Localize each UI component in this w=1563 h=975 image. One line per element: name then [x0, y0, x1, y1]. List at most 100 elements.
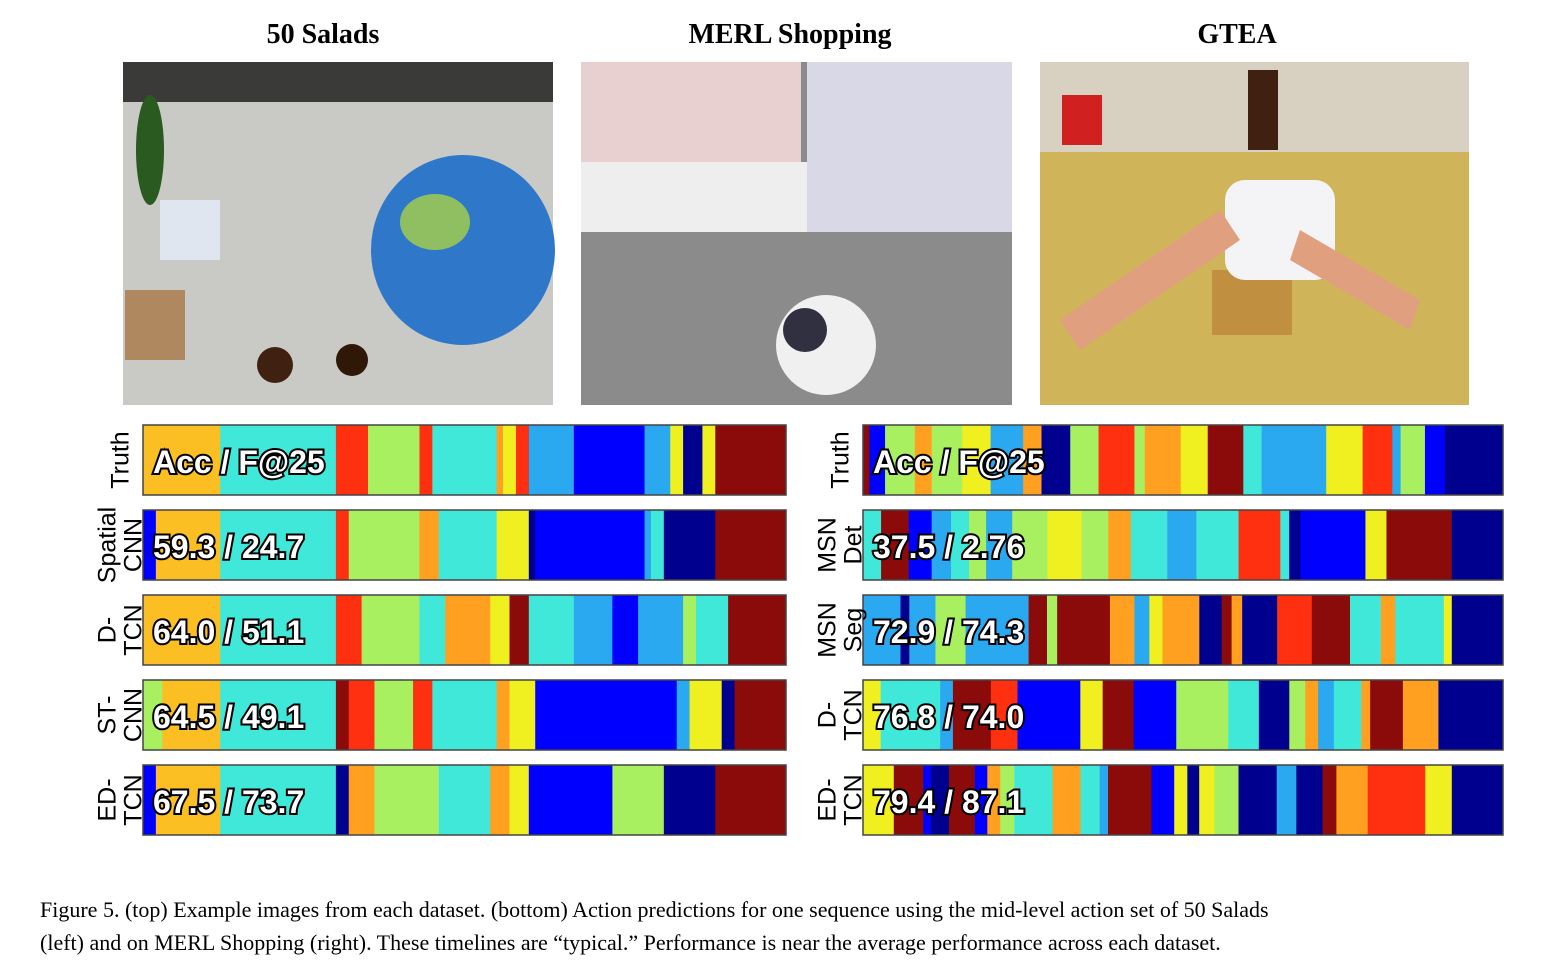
segment — [1199, 765, 1215, 835]
segment — [962, 425, 992, 495]
segment — [1023, 425, 1043, 495]
segment — [1167, 510, 1197, 580]
segment — [734, 680, 787, 750]
segment — [1097, 595, 1111, 665]
segment — [612, 680, 678, 750]
segment — [1370, 680, 1404, 750]
segment — [1438, 680, 1453, 750]
timeline-frame — [862, 594, 1504, 666]
segment — [1133, 680, 1157, 750]
score: Acc / F@25 — [153, 444, 325, 480]
timeline-frame — [142, 424, 787, 496]
timeline-frame — [142, 594, 787, 666]
segment — [1322, 765, 1337, 835]
segment — [1228, 680, 1260, 750]
segment — [220, 765, 337, 835]
segment — [1134, 425, 1146, 495]
segment — [893, 765, 924, 835]
segment — [1170, 595, 1200, 665]
segment — [143, 595, 221, 665]
segment — [348, 765, 375, 835]
segment — [1270, 510, 1281, 580]
segment — [1151, 765, 1175, 835]
segment — [715, 765, 787, 835]
segment — [1397, 510, 1433, 580]
segment — [1400, 425, 1426, 495]
segment — [969, 510, 987, 580]
segment — [914, 425, 933, 495]
segment — [1057, 595, 1065, 665]
score: Acc / F@25 — [873, 444, 1045, 480]
segment — [986, 510, 1013, 580]
row-label: Spatial — [94, 507, 122, 583]
segment — [220, 680, 337, 750]
segment — [683, 595, 697, 665]
segment — [528, 510, 536, 580]
image-merl — [581, 62, 1012, 405]
segment — [689, 680, 723, 750]
segment — [670, 425, 684, 495]
segment — [335, 765, 350, 835]
segment — [1386, 510, 1398, 580]
segment — [361, 595, 420, 665]
segment — [1196, 510, 1223, 580]
timeline — [862, 424, 1504, 496]
segment — [1318, 680, 1335, 750]
segment — [1277, 595, 1313, 665]
segment — [644, 510, 652, 580]
segment — [952, 680, 992, 750]
segment — [1349, 595, 1382, 665]
score: 64.5 / 49.1 — [153, 699, 304, 735]
segment — [1238, 765, 1278, 835]
segment — [663, 510, 716, 580]
segment — [1306, 425, 1327, 495]
segment — [987, 765, 1001, 835]
segment — [880, 680, 912, 750]
segment — [1134, 595, 1150, 665]
segment — [1392, 425, 1402, 495]
image-gtea — [1040, 62, 1469, 405]
dataset-title: 50 Salads — [267, 19, 380, 50]
segment — [885, 425, 916, 495]
segment — [1289, 680, 1306, 750]
segment — [1080, 680, 1104, 750]
segment — [1203, 680, 1229, 750]
segment — [220, 595, 337, 665]
segment — [1102, 680, 1135, 750]
score: 64.0 / 51.1 — [153, 614, 304, 650]
segment — [1451, 595, 1504, 665]
segment — [908, 510, 933, 580]
segment — [1063, 595, 1091, 665]
row-label: TCN — [840, 689, 868, 740]
segment — [728, 595, 787, 665]
segment — [1041, 425, 1071, 495]
segment — [143, 425, 221, 495]
segment — [644, 425, 671, 495]
segment — [143, 680, 163, 750]
segment — [1258, 680, 1290, 750]
segment — [1081, 510, 1109, 580]
segment — [1424, 425, 1446, 495]
dataset-title: MERL Shopping — [688, 19, 891, 50]
segment — [419, 425, 433, 495]
segment — [1326, 425, 1364, 495]
segment — [993, 595, 1030, 665]
segment — [863, 425, 870, 495]
segment — [1053, 680, 1081, 750]
score: 67.5 / 73.7 — [153, 784, 304, 820]
segment — [496, 510, 530, 580]
segment — [335, 510, 350, 580]
segment — [715, 425, 787, 495]
segment — [419, 595, 446, 665]
segment — [1108, 510, 1132, 580]
segment — [893, 595, 901, 665]
row-label: TCN — [120, 774, 148, 825]
segment — [869, 425, 886, 495]
segment — [490, 765, 511, 835]
segment — [1451, 765, 1504, 835]
segment — [1221, 510, 1240, 580]
timeline-frame — [862, 424, 1504, 496]
segment — [951, 510, 970, 580]
segment — [342, 425, 369, 495]
segment — [413, 680, 433, 750]
